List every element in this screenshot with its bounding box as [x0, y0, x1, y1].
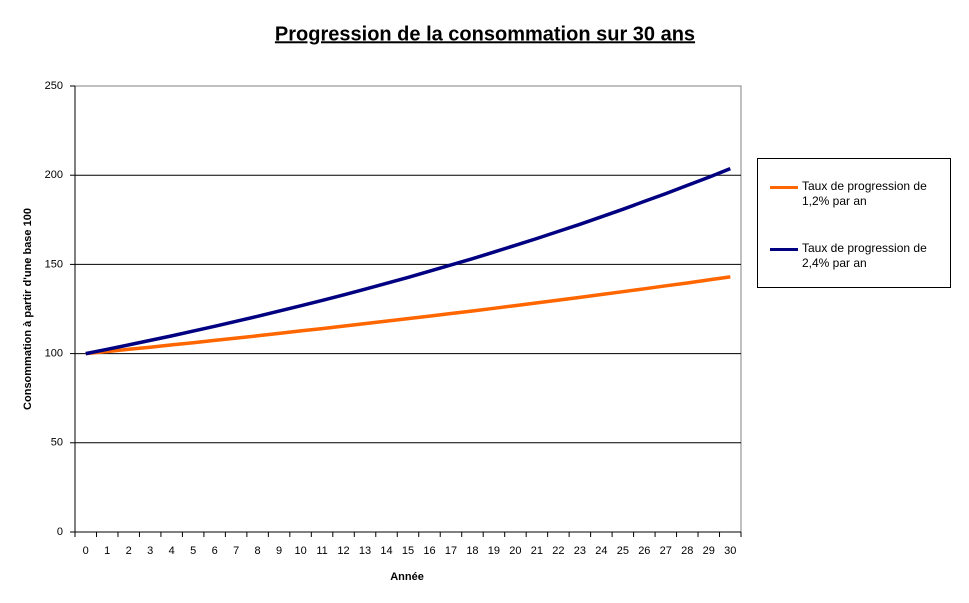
- x-tick-label: 28: [681, 545, 693, 557]
- y-tick-label: 200: [45, 169, 63, 181]
- series-line: [85, 166, 731, 356]
- x-tick-label: 4: [169, 545, 175, 557]
- x-tick-label: 13: [359, 545, 371, 557]
- x-tick-label: 0: [83, 545, 89, 557]
- legend-swatch: [770, 248, 798, 251]
- legend-item: Taux de progression de 2,4% par an: [770, 241, 945, 271]
- y-tick-label: 50: [51, 437, 63, 449]
- x-tick-label: 11: [316, 545, 327, 557]
- plot-area: [74, 85, 742, 533]
- x-tick-label: 19: [488, 545, 500, 557]
- x-tick-label: 5: [190, 545, 196, 557]
- x-tick-label: 12: [337, 545, 349, 557]
- x-tick-label: 8: [255, 545, 261, 557]
- x-tick-label: 21: [531, 545, 543, 557]
- series-line: [85, 275, 731, 356]
- y-tick-label: 150: [45, 258, 63, 270]
- chart-title: Progression de la consommation sur 30 an…: [275, 23, 695, 45]
- x-tick-label: 27: [660, 545, 672, 557]
- legend: Taux de progression de 1,2% par an Taux d…: [757, 158, 951, 288]
- y-tick-label: 100: [45, 348, 63, 360]
- x-tick-label: 20: [509, 545, 521, 557]
- x-tick-label: 15: [402, 545, 414, 557]
- legend-label: Taux de progression de 1,2% par an: [802, 179, 927, 208]
- x-tick-label: 9: [276, 545, 282, 557]
- x-tick-label: 24: [595, 545, 607, 557]
- x-axis-label: Année: [390, 571, 424, 583]
- y-axis-label: Consommation à partir d'une base 100: [22, 208, 34, 410]
- x-tick-label: 2: [126, 545, 132, 557]
- x-tick-label: 10: [294, 545, 306, 557]
- x-tick-label: 30: [724, 545, 736, 557]
- x-tick-label: 16: [423, 545, 435, 557]
- x-tick-label: 26: [638, 545, 650, 557]
- x-tick-label: 14: [380, 545, 392, 557]
- y-tick-label: 250: [45, 80, 63, 92]
- legend-item: Taux de progression de 1,2% par an: [770, 179, 945, 209]
- legend-swatch: [770, 186, 798, 189]
- x-tick-label: 22: [552, 545, 564, 557]
- x-tick-label: 6: [212, 545, 218, 557]
- x-tick-label: 23: [574, 545, 586, 557]
- x-tick-label: 7: [233, 545, 239, 557]
- x-tick-label: 3: [147, 545, 153, 557]
- y-tick-label: 0: [57, 526, 63, 538]
- legend-label: Taux de progression de 2,4% par an: [802, 241, 927, 270]
- x-tick-label: 25: [617, 545, 629, 557]
- x-tick-label: 1: [104, 545, 110, 557]
- x-tick-label: 17: [445, 545, 457, 557]
- x-tick-label: 18: [466, 545, 478, 557]
- x-tick-label: 29: [703, 545, 715, 557]
